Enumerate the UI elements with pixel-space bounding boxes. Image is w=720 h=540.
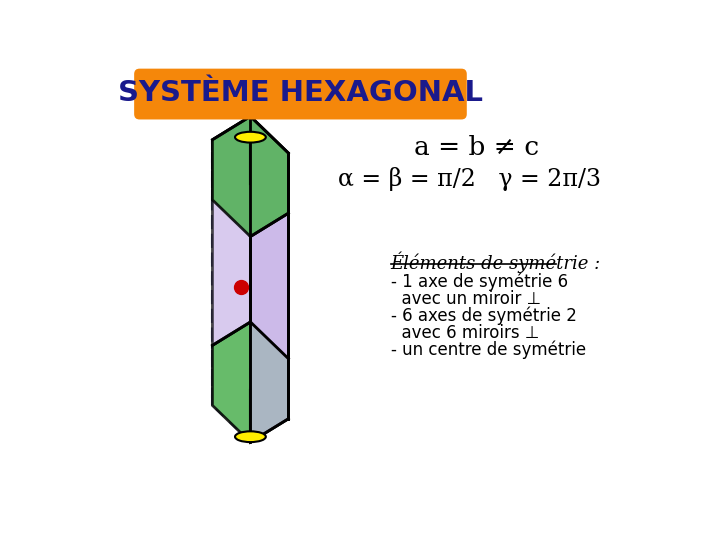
Text: avec 6 miroirs ⊥: avec 6 miroirs ⊥ — [390, 323, 539, 341]
Polygon shape — [251, 213, 289, 442]
FancyBboxPatch shape — [134, 69, 467, 119]
Text: - 6 axes de symétrie 2: - 6 axes de symétrie 2 — [390, 307, 577, 325]
Text: - un centre de symétrie: - un centre de symétrie — [390, 340, 585, 359]
Text: Éléments de symétrie :: Éléments de symétrie : — [390, 251, 600, 273]
Polygon shape — [212, 322, 289, 442]
Polygon shape — [212, 117, 251, 346]
Text: - 1 axe de symétrie 6: - 1 axe de symétrie 6 — [390, 273, 567, 291]
Ellipse shape — [235, 132, 266, 143]
Ellipse shape — [235, 431, 266, 442]
Polygon shape — [212, 117, 289, 237]
Text: avec un miroir ⊥: avec un miroir ⊥ — [390, 289, 541, 308]
Text: a = b ≠ c: a = b ≠ c — [414, 136, 539, 160]
Polygon shape — [251, 117, 289, 359]
Text: SYSTÈME HEXAGONAL: SYSTÈME HEXAGONAL — [118, 79, 483, 107]
Text: α = β = π/2   γ = 2π/3: α = β = π/2 γ = 2π/3 — [338, 167, 600, 191]
